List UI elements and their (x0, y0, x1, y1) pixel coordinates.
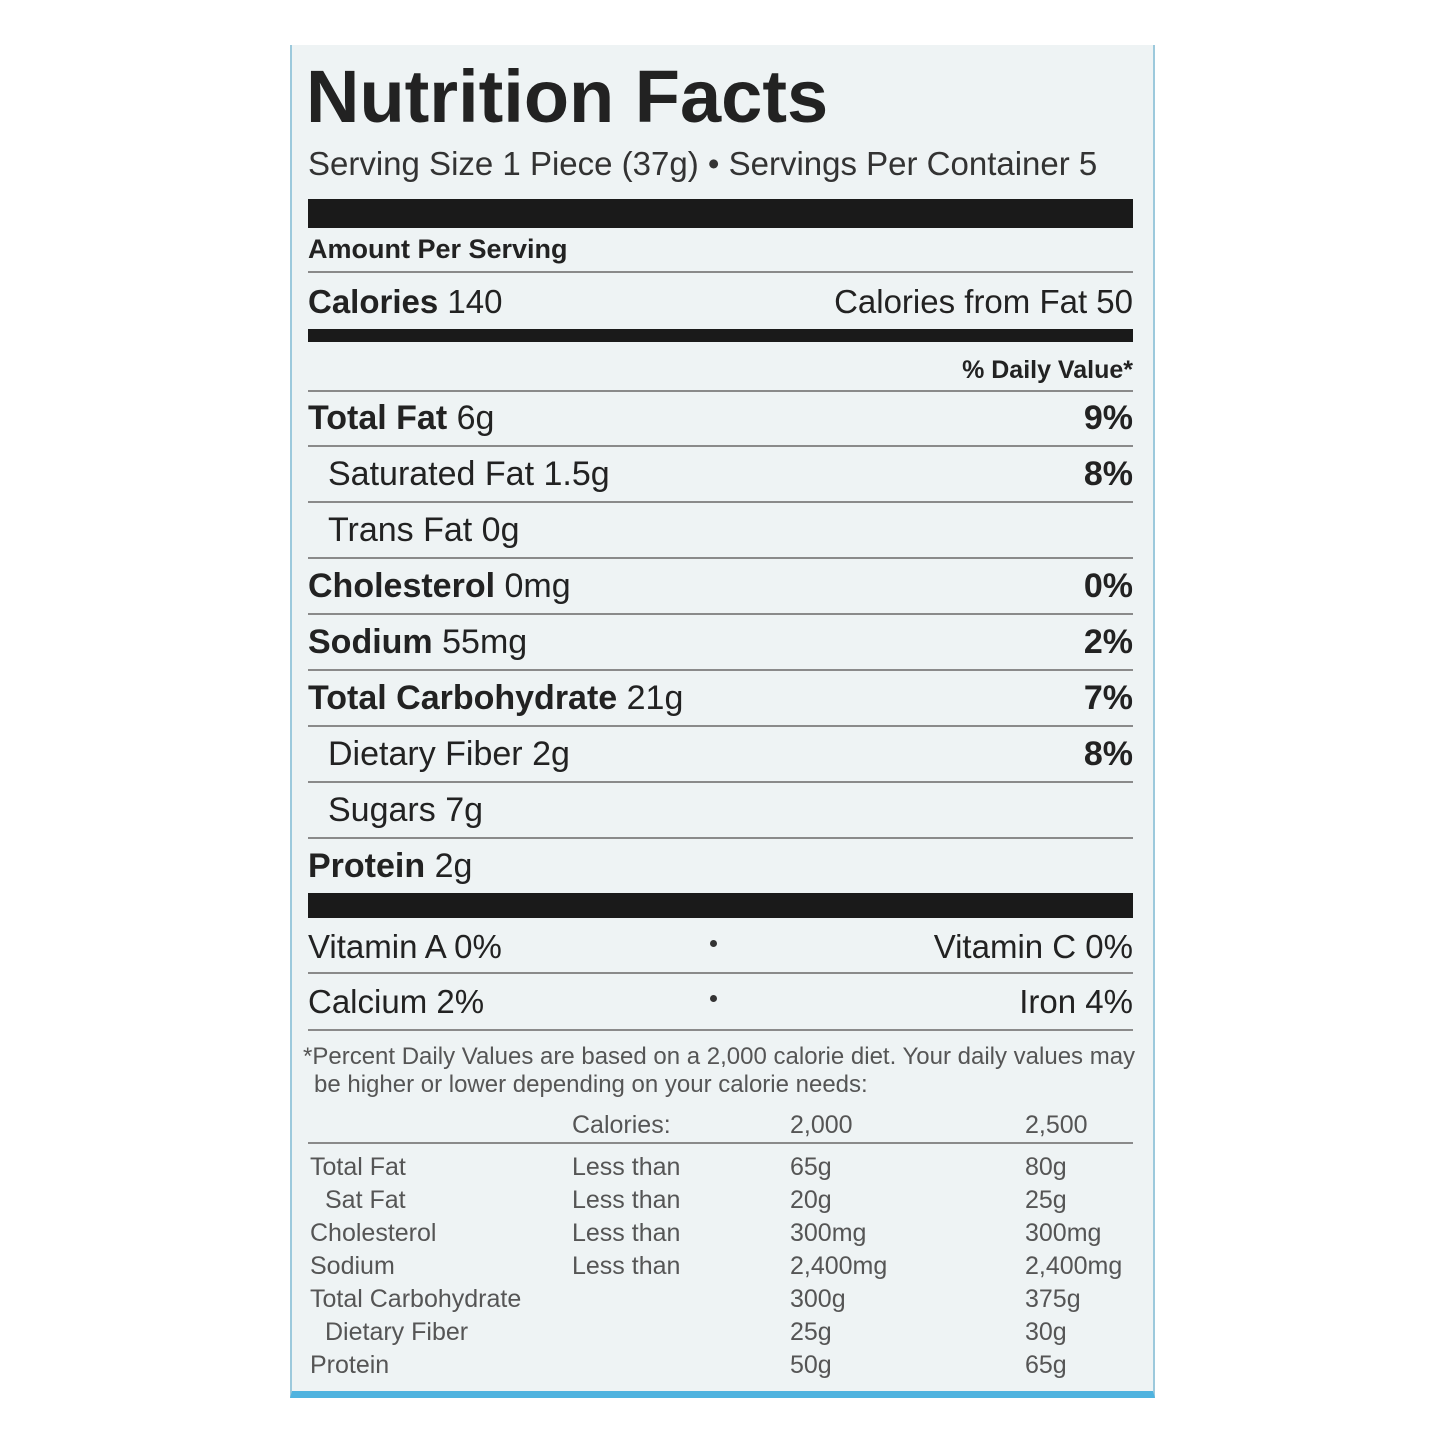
table-limit: Less than (572, 1218, 681, 1247)
table-value: 375g (1025, 1284, 1081, 1313)
amount-per-serving: Amount Per Serving (308, 233, 568, 264)
footnote: be higher or lower depending on your cal… (314, 1071, 868, 1098)
nutrient-row: Total Carbohydrate 21g (308, 681, 683, 715)
thick-rule (308, 893, 1133, 918)
nutrient-name: Saturated Fat (328, 455, 535, 493)
daily-value: 8% (1083, 455, 1133, 493)
table-value: 300g (790, 1284, 846, 1313)
nutrient-name: Total Carbohydrate (308, 679, 618, 717)
nutrient-amount: 55mg (442, 623, 528, 661)
table-value: 25g (1025, 1185, 1067, 1214)
table-name: Sat Fat (325, 1185, 406, 1214)
calories-value: 140 (447, 282, 503, 320)
nutrient-amount: 6g (456, 399, 495, 437)
label-panel (290, 45, 1155, 1398)
nutrient-amount: 7g (445, 791, 484, 829)
table-value: 80g (1025, 1152, 1067, 1181)
nutrient-name: Sugars (328, 791, 436, 829)
rule (308, 557, 1133, 559)
nutrient-amount: 0mg (504, 567, 571, 605)
rule (308, 837, 1133, 839)
nutrient-amount: 1.5g (543, 455, 610, 493)
daily-value-header: % Daily Value* (962, 355, 1133, 384)
table-header: 2,000 (790, 1110, 853, 1139)
nutrient-amount: 0g (481, 511, 520, 549)
table-value: 20g (790, 1185, 832, 1214)
rule (308, 390, 1133, 392)
rule (308, 1142, 1133, 1144)
table-header: 2,500 (1025, 1110, 1088, 1139)
table-header: Calories: (572, 1110, 671, 1139)
table-limit: Less than (572, 1152, 681, 1181)
bullet (710, 995, 717, 1002)
nutrient-row: Sodium 55mg (308, 625, 527, 659)
table-name: Protein (310, 1350, 390, 1379)
rule (308, 725, 1133, 727)
rule (308, 972, 1133, 974)
daily-value: 9% (1083, 399, 1133, 437)
table-limit: Less than (572, 1185, 681, 1214)
table-value: 300mg (790, 1218, 867, 1247)
nutrient-row: Saturated Fat 1.5g (328, 457, 610, 491)
table-value: 2,400mg (1025, 1251, 1123, 1280)
table-value: 65g (790, 1152, 832, 1181)
daily-value: 7% (1083, 679, 1133, 717)
calories-from-fat: Calories from Fat 50 (834, 282, 1133, 320)
footnote: *Percent Daily Values are based on a 2,0… (303, 1043, 1136, 1070)
calories-label: Calories 140 (308, 285, 502, 318)
table-limit: Less than (572, 1251, 681, 1280)
rule (308, 669, 1133, 671)
table-name: Sodium (310, 1251, 395, 1280)
table-name: Total Fat (310, 1152, 406, 1181)
thick-rule (308, 199, 1133, 228)
nutrient-name: Total Fat (308, 399, 448, 437)
vitamin: Calcium 2% (308, 982, 485, 1020)
calories-label: Calories (308, 282, 439, 320)
nutrient-name: Trans Fat (328, 511, 473, 549)
table-value: 25g (790, 1317, 832, 1346)
nutrient-row: Dietary Fiber 2g (328, 737, 570, 771)
title: Nutrition Facts (306, 55, 829, 138)
nutrient-amount: 2g (532, 735, 570, 773)
table-value: 300mg (1025, 1218, 1102, 1247)
vitamin: Iron 4% (1019, 982, 1133, 1020)
daily-value: 0% (1083, 567, 1133, 605)
nutrient-row: Protein 2g (308, 849, 472, 883)
nutrient-name: Dietary Fiber (328, 735, 523, 773)
rule (308, 781, 1133, 783)
rule (308, 501, 1133, 503)
table-name: Dietary Fiber (325, 1317, 469, 1346)
table-name: Cholesterol (310, 1218, 437, 1247)
nutrient-row: Total Fat 6g (308, 401, 494, 435)
nutrient-row: Sugars 7g (328, 793, 483, 827)
nutrient-name: Cholesterol (308, 567, 496, 605)
table-value: 65g (1025, 1350, 1067, 1379)
daily-value: 8% (1083, 735, 1133, 773)
nutrient-amount: 21g (626, 679, 684, 717)
vitamin: Vitamin C 0% (933, 927, 1133, 965)
nutrient-amount: 2g (434, 847, 473, 885)
rule (308, 271, 1133, 273)
nutrient-name: Sodium (308, 623, 433, 661)
nutrient-row: Trans Fat 0g (328, 513, 520, 547)
nutrient-name: Protein (308, 847, 426, 885)
rule (308, 613, 1133, 615)
table-value: 50g (790, 1350, 832, 1379)
daily-value: 2% (1083, 623, 1133, 661)
table-name: Total Carbohydrate (310, 1284, 522, 1313)
table-value: 30g (1025, 1317, 1067, 1346)
thick-rule (308, 329, 1133, 342)
serving-size: Serving Size 1 Piece (37g) • Servings Pe… (308, 144, 1098, 182)
table-value: 2,400mg (790, 1251, 888, 1280)
nutrient-row: Cholesterol 0mg (308, 569, 571, 603)
bullet (710, 940, 717, 947)
vitamin: Vitamin A 0% (308, 927, 502, 965)
rule (308, 445, 1133, 447)
rule (308, 1029, 1133, 1031)
